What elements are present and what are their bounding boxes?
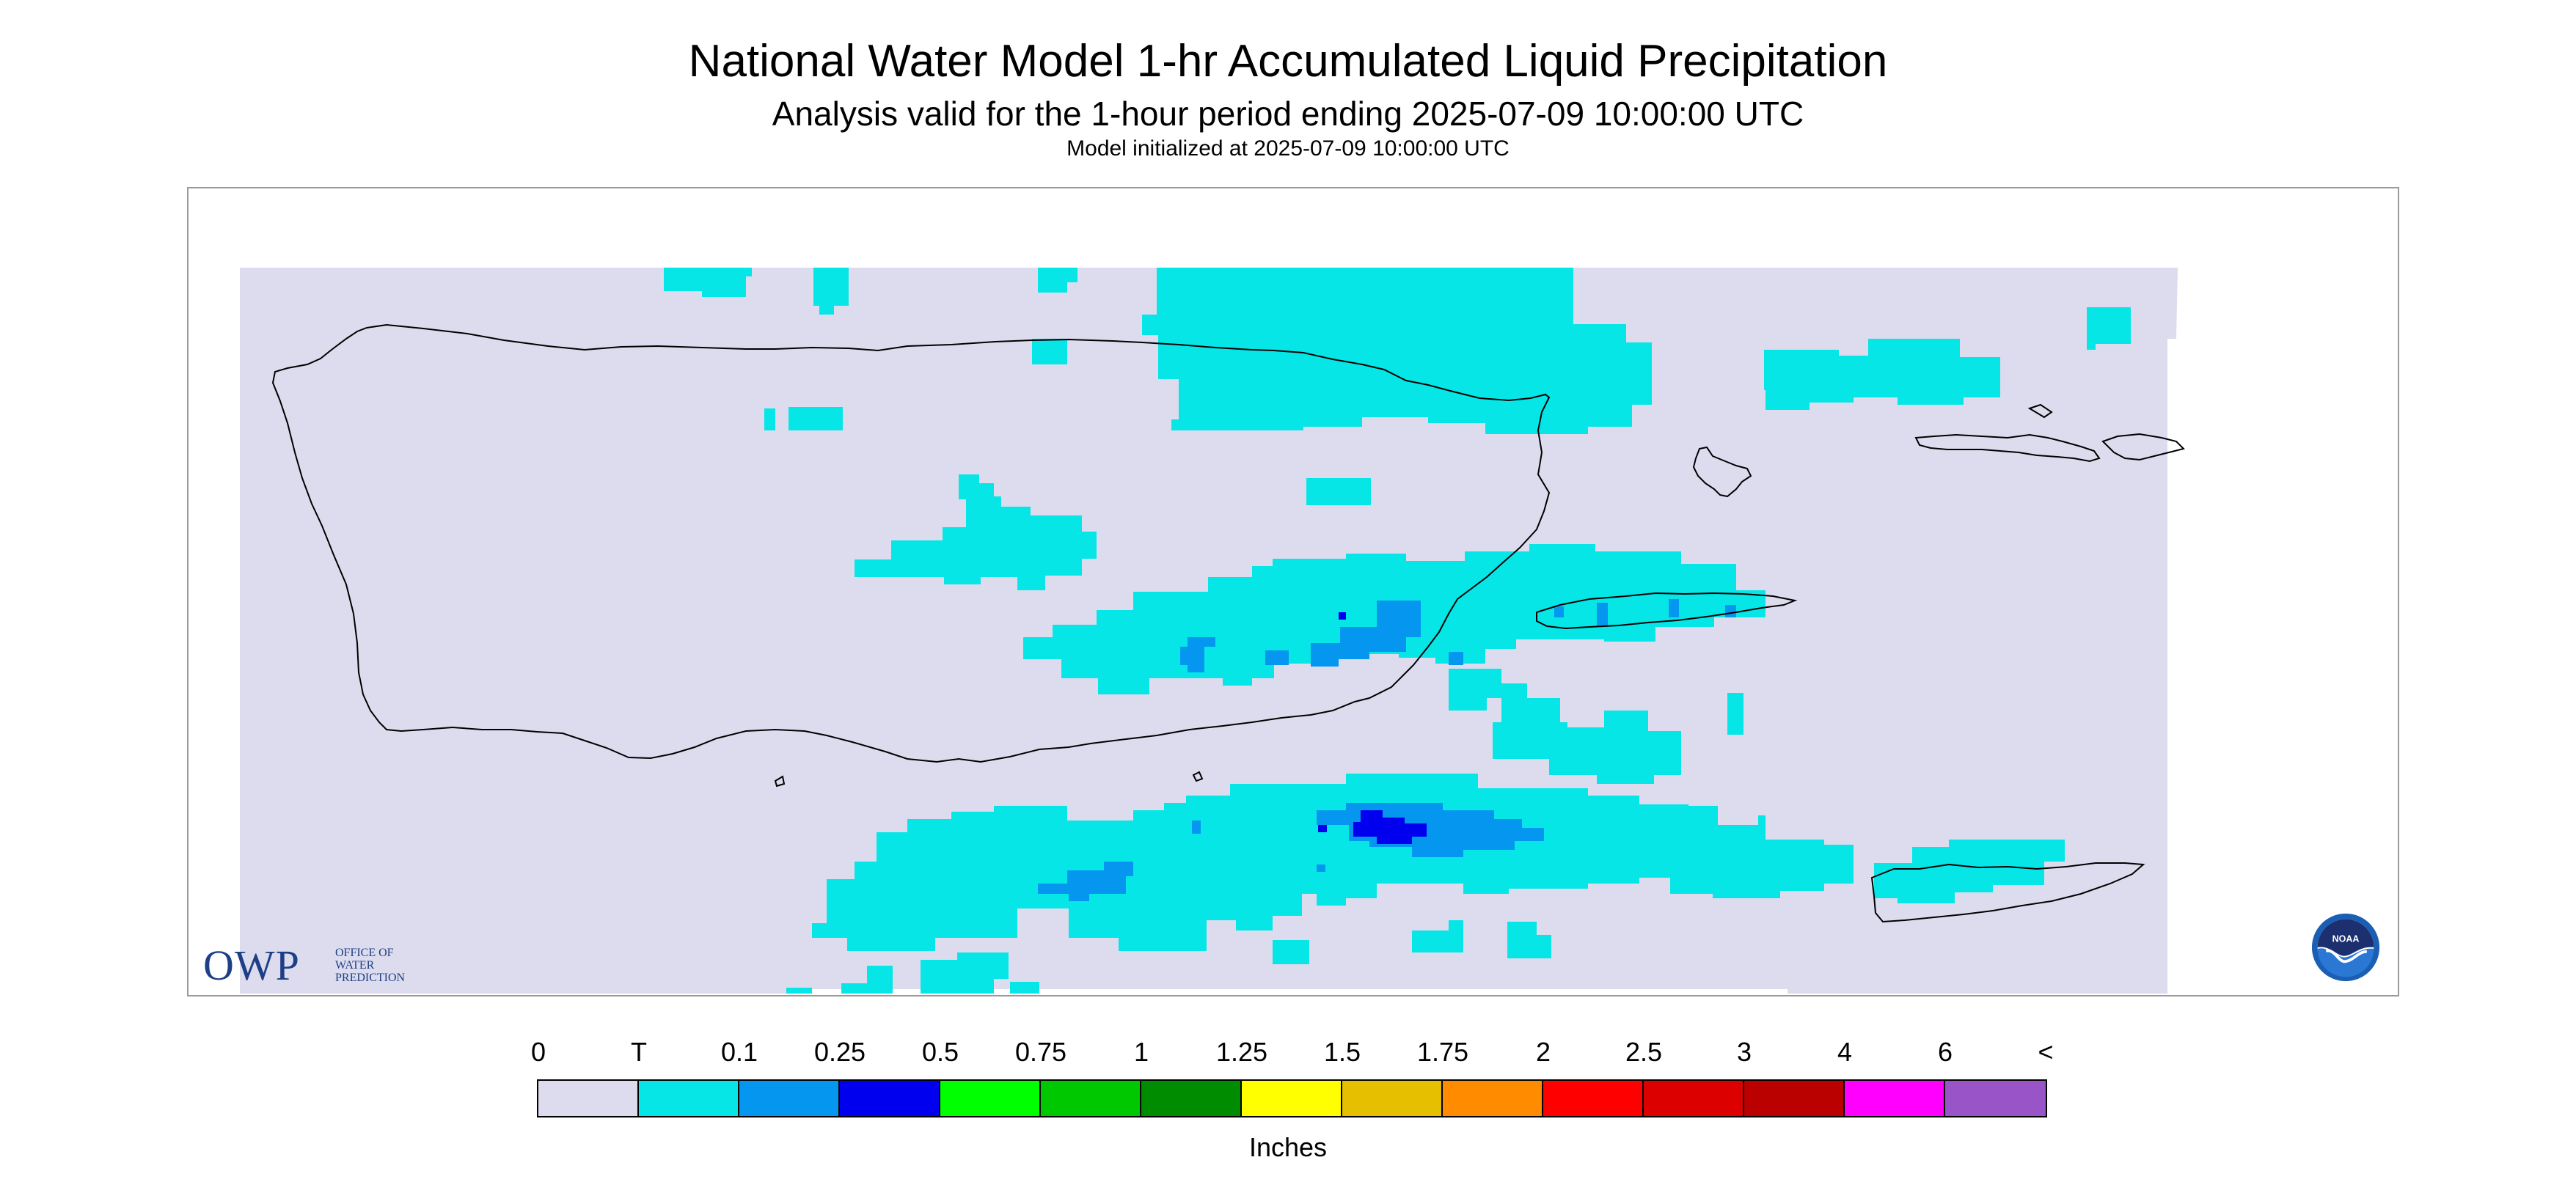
legend-tick-label: 2 [1535, 1037, 1551, 1067]
legend-units-label: Inches [1248, 1132, 1328, 1162]
culebra-coast [1692, 446, 1752, 498]
legend-swatch [1242, 1081, 1342, 1116]
legend-swatch [1543, 1081, 1644, 1116]
desecheo-coast [774, 775, 786, 788]
precipitation-map [240, 268, 2185, 995]
vieques-coast [1536, 592, 1798, 630]
legend-swatch [1141, 1081, 1242, 1116]
owp-line-2: WATER [335, 959, 375, 972]
legend-swatch [1845, 1081, 1945, 1116]
legend-tick-label: 1.75 [1416, 1037, 1469, 1067]
legend-swatch [739, 1081, 840, 1116]
st-thomas-coast [1914, 433, 2101, 463]
coastlines [271, 323, 2185, 923]
legend: 0 T 0.1 0.25 0.5 0.75 1 1.25 1.5 1.75 2 2.5 3 4 6 < Inc… [0, 1027, 2576, 1182]
legend-tick-label: 1.5 [1323, 1037, 1361, 1067]
legend-tick-label: 0 [530, 1037, 546, 1067]
legend-tick-label: 2.5 [1625, 1037, 1663, 1067]
caja-de-muertos-coast [1192, 771, 1204, 782]
owp-line-3: PREDICTION [335, 972, 406, 984]
legend-swatch [840, 1081, 940, 1116]
domain-gap [797, 989, 1788, 995]
legend-swatch [1644, 1081, 1744, 1116]
noaa-logo-text: NOAA [2332, 933, 2360, 944]
st-croix-coast [1870, 862, 2145, 923]
owp-logo-letters: OWP [203, 941, 300, 989]
legend-tick-label: T [631, 1037, 647, 1067]
legend-tick-label: 0.5 [921, 1037, 959, 1067]
legend-tick-label: 6 [1937, 1037, 1953, 1067]
legend-tick-label: 0.25 [813, 1037, 866, 1067]
chart-title: National Water Model 1-hr Accumulated Li… [688, 36, 1888, 87]
legend-swatch [1744, 1081, 1845, 1116]
legend-tick-label: 1.25 [1215, 1037, 1268, 1067]
legend-tick-label: < [2038, 1037, 2054, 1067]
legend-swatch [639, 1081, 739, 1116]
puerto-rico-coast [271, 323, 1551, 763]
precip-0-25 [1318, 612, 1427, 844]
legend-swatch [1945, 1081, 2046, 1116]
legend-swatch [1041, 1081, 1141, 1116]
chart-subtitle: Analysis valid for the 1-hour period end… [772, 95, 1804, 133]
legend-swatch [1443, 1081, 1543, 1116]
map-panel: OWP OFFICE OF WATER PREDICTION NOAA [187, 187, 2399, 996]
legend-tick-label: 0.75 [1014, 1037, 1067, 1067]
legend-tick-label: 1 [1133, 1037, 1149, 1067]
legend-swatch [1342, 1081, 1443, 1116]
tortola-coast [2027, 403, 2053, 419]
legend-tick-label: 4 [1837, 1037, 1853, 1067]
owp-logo-subtitle: OFFICE OF WATER PREDICTION [335, 947, 405, 984]
owp-line-1: OFFICE OF [335, 947, 394, 959]
legend-colorbar [537, 1079, 2047, 1117]
st-john-coast [2101, 433, 2185, 461]
legend-tick-label: 0.1 [720, 1037, 758, 1067]
noaa-seal-icon: NOAA [2311, 913, 2380, 982]
legend-tick-label: 3 [1736, 1037, 1752, 1067]
model-init-text: Model initialized at 2025-07-09 10:00:00… [1066, 136, 1510, 161]
legend-swatch [538, 1081, 639, 1116]
legend-swatch [940, 1081, 1041, 1116]
